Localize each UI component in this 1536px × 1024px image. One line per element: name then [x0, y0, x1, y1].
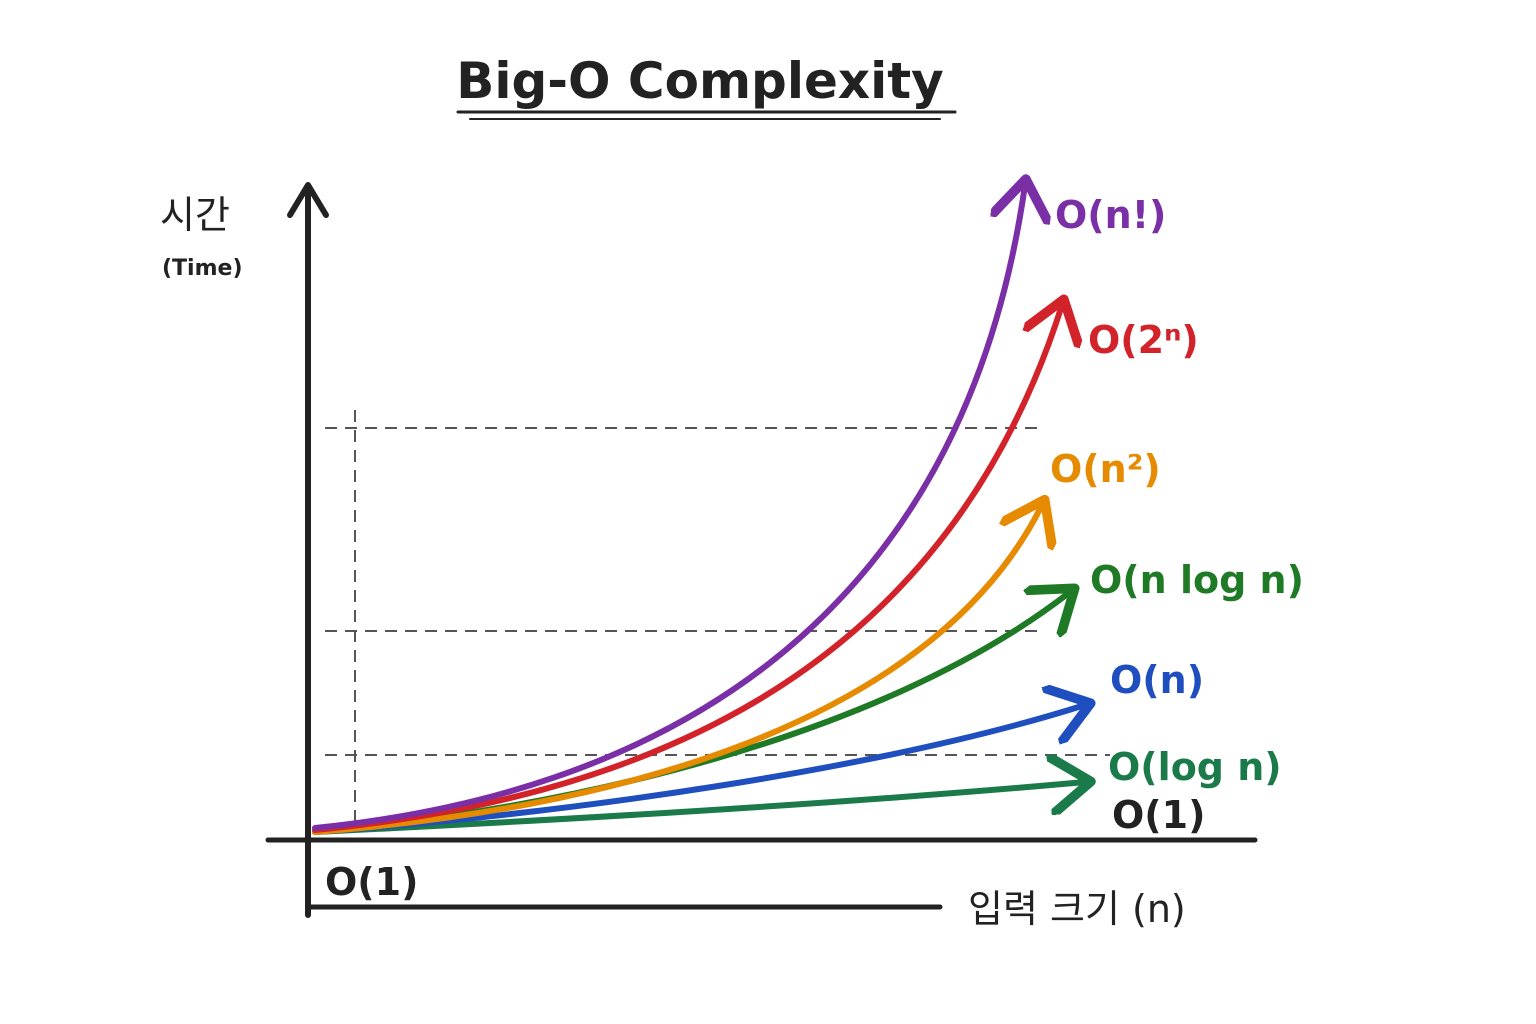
curve-quadratic — [312, 505, 1042, 835]
label-factorial: O(n!) — [1055, 193, 1166, 237]
label-constant: O(1) — [1112, 793, 1205, 837]
axes — [265, 182, 1258, 918]
x-axis-label: 입력 크기 (n) — [968, 887, 1186, 931]
y-axis-arrow-icon — [287, 182, 329, 218]
y-axis-sublabel: (Time) — [162, 256, 243, 281]
label-linear: O(n) — [1110, 658, 1204, 702]
gridlines — [325, 410, 1110, 830]
y-axis-label: 시간 — [160, 193, 230, 237]
label-exponential: O(2ⁿ) — [1088, 318, 1199, 362]
label-logarithmic: O(log n) — [1108, 745, 1282, 789]
curve-labels: O(n!) O(2ⁿ) O(n²) O(n log n) O(n) O(log … — [1050, 193, 1304, 837]
origin-label: O(1) — [325, 860, 418, 904]
chart-title: Big-O Complexity — [456, 52, 944, 110]
curve-factorial — [312, 185, 1025, 831]
label-quadratic: O(n²) — [1050, 447, 1161, 491]
label-linearithmic: O(n log n) — [1090, 558, 1304, 602]
curve-exponential — [312, 305, 1062, 833]
curves — [312, 185, 1085, 835]
